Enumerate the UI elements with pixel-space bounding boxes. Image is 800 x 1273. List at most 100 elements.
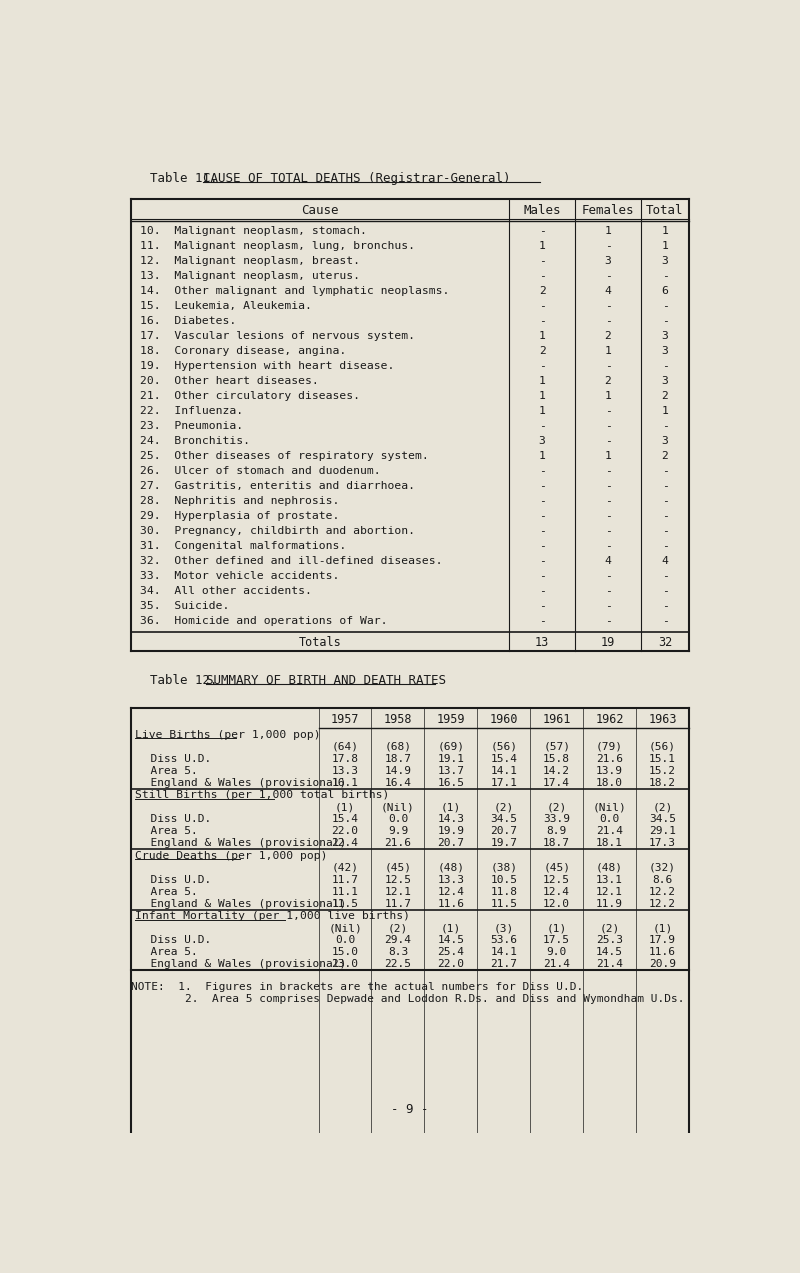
- Text: 3: 3: [662, 331, 669, 341]
- Text: 17.  Vascular lesions of nervous system.: 17. Vascular lesions of nervous system.: [140, 331, 415, 341]
- Text: -: -: [538, 601, 546, 611]
- Text: -: -: [538, 496, 546, 507]
- Text: 11.7: 11.7: [385, 899, 411, 909]
- Text: 14.1: 14.1: [490, 947, 518, 957]
- Text: 12.1: 12.1: [385, 886, 411, 896]
- Text: 15.4: 15.4: [331, 815, 358, 824]
- Text: -: -: [662, 587, 669, 596]
- Text: 19.  Hypertension with heart disease.: 19. Hypertension with heart disease.: [140, 362, 394, 370]
- Text: -: -: [662, 362, 669, 370]
- Text: 10.5: 10.5: [490, 875, 518, 885]
- Text: Totals: Totals: [298, 636, 342, 649]
- Text: -: -: [605, 421, 611, 432]
- Text: 13.3: 13.3: [331, 765, 358, 775]
- Text: Table 12.: Table 12.: [150, 673, 233, 686]
- Text: -: -: [538, 512, 546, 521]
- Text: -: -: [605, 362, 611, 370]
- Text: 6: 6: [662, 286, 669, 295]
- Text: -: -: [662, 496, 669, 507]
- Text: 11.6: 11.6: [438, 899, 464, 909]
- Text: -: -: [605, 616, 611, 626]
- Text: 29.  Hyperplasia of prostate.: 29. Hyperplasia of prostate.: [140, 512, 340, 521]
- Text: 4: 4: [605, 556, 611, 566]
- Text: 34.5: 34.5: [490, 815, 518, 824]
- Text: -: -: [605, 526, 611, 536]
- Text: (2): (2): [494, 802, 514, 812]
- Text: -: -: [662, 466, 669, 476]
- Text: (2): (2): [653, 802, 673, 812]
- Text: (79): (79): [596, 742, 623, 752]
- Text: -: -: [605, 601, 611, 611]
- Text: 14.2: 14.2: [543, 765, 570, 775]
- Text: 0.0: 0.0: [599, 815, 620, 824]
- Text: 17.4: 17.4: [543, 778, 570, 788]
- Text: -: -: [538, 572, 546, 582]
- Text: -: -: [538, 271, 546, 281]
- Text: 14.5: 14.5: [438, 936, 464, 945]
- Text: 21.4: 21.4: [596, 826, 623, 836]
- Text: 13.9: 13.9: [596, 765, 623, 775]
- Text: NOTE:  1.  Figures in brackets are the actual numbers for Diss U.D.: NOTE: 1. Figures in brackets are the act…: [131, 983, 583, 993]
- Text: England & Wales (provisional): England & Wales (provisional): [138, 959, 346, 969]
- Text: (2): (2): [388, 923, 408, 933]
- Text: 28.  Nephritis and nephrosis.: 28. Nephritis and nephrosis.: [140, 496, 340, 507]
- Text: (1): (1): [653, 923, 673, 933]
- Text: 12.2: 12.2: [649, 886, 676, 896]
- Text: 2.  Area 5 comprises Depwade and Loddon R.Ds. and Diss and Wymondham U.Ds.: 2. Area 5 comprises Depwade and Loddon R…: [131, 994, 685, 1004]
- Text: 19.9: 19.9: [438, 826, 464, 836]
- Text: 1: 1: [662, 406, 669, 416]
- Text: (32): (32): [649, 863, 676, 873]
- Text: Diss U.D.: Diss U.D.: [138, 815, 211, 824]
- Text: 19: 19: [601, 636, 615, 649]
- Text: 21.  Other circulatory diseases.: 21. Other circulatory diseases.: [140, 391, 360, 401]
- Text: -: -: [538, 225, 546, 236]
- Text: 1: 1: [605, 391, 611, 401]
- Text: 2: 2: [605, 376, 611, 386]
- Text: 1959: 1959: [437, 713, 465, 727]
- Text: 25.4: 25.4: [438, 947, 464, 957]
- Text: 0.0: 0.0: [388, 815, 408, 824]
- Text: Diss U.D.: Diss U.D.: [138, 754, 211, 764]
- Text: Live Births (per 1,000 pop): Live Births (per 1,000 pop): [135, 729, 321, 740]
- Text: 15.0: 15.0: [331, 947, 358, 957]
- Text: 34.  All other accidents.: 34. All other accidents.: [140, 587, 312, 596]
- Text: 33.  Motor vehicle accidents.: 33. Motor vehicle accidents.: [140, 572, 340, 582]
- Text: Females: Females: [582, 204, 634, 216]
- Text: 21.6: 21.6: [385, 838, 411, 848]
- Text: 2: 2: [605, 331, 611, 341]
- Text: Area 5.: Area 5.: [138, 886, 198, 896]
- Text: 1: 1: [538, 451, 546, 461]
- Text: (48): (48): [438, 863, 464, 873]
- Text: 1962: 1962: [595, 713, 624, 727]
- Text: -: -: [605, 300, 611, 311]
- Text: 0.0: 0.0: [335, 936, 355, 945]
- Text: 19.7: 19.7: [490, 838, 518, 848]
- Text: 12.0: 12.0: [543, 899, 570, 909]
- Text: 18.1: 18.1: [596, 838, 623, 848]
- Text: 20.7: 20.7: [438, 838, 464, 848]
- Text: 14.5: 14.5: [596, 947, 623, 957]
- Text: -: -: [538, 316, 546, 326]
- Text: (Nil): (Nil): [593, 802, 626, 812]
- Text: 18.0: 18.0: [596, 778, 623, 788]
- Text: 8.9: 8.9: [546, 826, 567, 836]
- Text: 2: 2: [538, 286, 546, 295]
- Text: 11.  Malignant neoplasm, lung, bronchus.: 11. Malignant neoplasm, lung, bronchus.: [140, 241, 415, 251]
- Text: 17.9: 17.9: [649, 936, 676, 945]
- Text: -: -: [538, 481, 546, 491]
- Text: -: -: [605, 572, 611, 582]
- Text: (Nil): (Nil): [328, 923, 362, 933]
- Text: 19.1: 19.1: [438, 754, 464, 764]
- Text: 12.  Malignant neoplasm, breast.: 12. Malignant neoplasm, breast.: [140, 256, 360, 266]
- Text: -: -: [662, 616, 669, 626]
- Text: (2): (2): [599, 923, 620, 933]
- Text: England & Wales (provisional): England & Wales (provisional): [138, 899, 346, 909]
- Text: Diss U.D.: Diss U.D.: [138, 875, 211, 885]
- Text: -: -: [662, 300, 669, 311]
- Text: 23.  Pneumonia.: 23. Pneumonia.: [140, 421, 243, 432]
- Text: 16.1: 16.1: [331, 778, 358, 788]
- Text: -: -: [662, 512, 669, 521]
- Text: 20.7: 20.7: [490, 826, 518, 836]
- Text: 1961: 1961: [542, 713, 571, 727]
- Text: 22.5: 22.5: [385, 959, 411, 969]
